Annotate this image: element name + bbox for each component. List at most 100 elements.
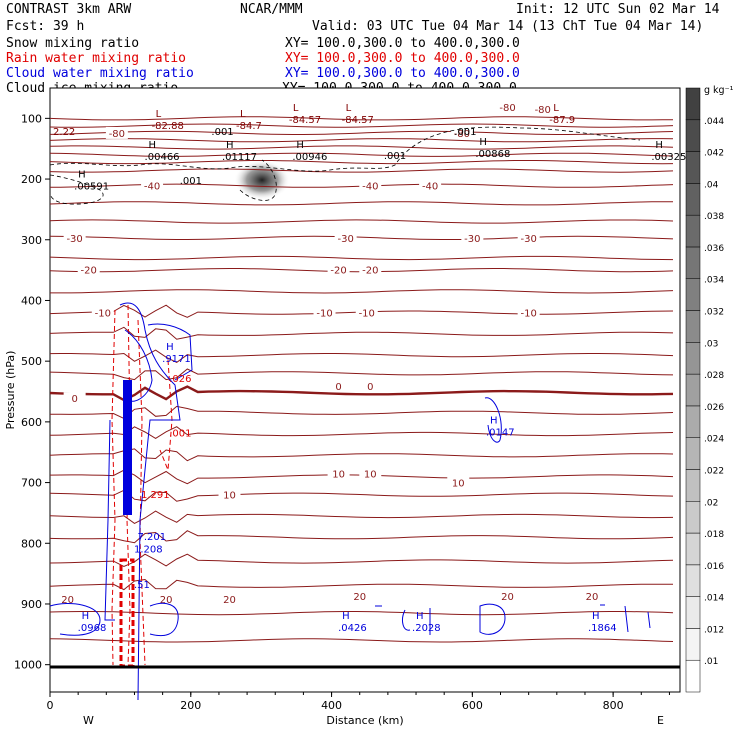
isotherm-line	[49, 130, 674, 135]
extremum-value: .001	[169, 429, 191, 440]
isotherm-line	[49, 553, 674, 568]
colorbar-label: .022	[704, 466, 724, 476]
extremum-value: .51	[134, 580, 150, 591]
isotherm-line	[49, 405, 674, 419]
rain-water-core	[119, 558, 135, 668]
isotherm-line	[49, 368, 674, 381]
cloud-water-contour	[104, 419, 115, 621]
isotherm-label: 10	[332, 469, 345, 480]
colorbar-label: .04	[704, 180, 719, 190]
isotherm-label-bg	[581, 590, 604, 603]
cloud-water-contour	[119, 302, 181, 701]
isotherm-label: -10	[95, 309, 111, 320]
extremum-value: .00946	[292, 152, 327, 163]
isotherm-label-bg	[334, 231, 357, 244]
field-cloudwater-xy: XY= 100.0,300.0 to 400.0,300.0	[285, 66, 520, 81]
field-snow-xy: XY= 100.0,300.0 to 400.0,300.0	[285, 36, 520, 51]
extremum-value: .026	[169, 374, 191, 385]
extremum-mark: L	[346, 103, 352, 114]
isotherm-label-bg	[141, 179, 164, 192]
isotherm-label: -20	[330, 266, 346, 277]
isotherm-contours: -80 -80 -80 -80 -40 -40 -40 -30 -30 -30 -30 -20 -20 -…	[49, 100, 674, 643]
plot-area: -80 -80 -80 -80 -40 -40 -40 -30 -30 -30 -30 -20 -20 -…	[49, 87, 686, 701]
header-init: Init: 12 UTC Sun 02 Mar 14	[516, 2, 720, 17]
isotherm-line	[49, 326, 674, 340]
isotherm-line	[49, 578, 674, 591]
extremum-mark: H	[490, 415, 498, 426]
isotherm-label-bg	[218, 488, 241, 501]
isotherm-label: 10	[223, 491, 236, 502]
extremum-mark: H	[149, 140, 157, 151]
extremum-mark: H	[416, 611, 424, 622]
extremum-mark: H	[78, 170, 86, 181]
colorbar-bin	[685, 310, 701, 343]
colorbar-label: .03	[704, 339, 718, 349]
colorbar-label: .034	[704, 276, 724, 286]
colorbar-bin	[685, 183, 701, 216]
isotherm-label-bg	[461, 231, 484, 244]
isotherm-label-bg	[218, 593, 241, 606]
isotherm-label: -30	[464, 234, 480, 245]
x-axis-title: Distance (km)	[326, 714, 403, 727]
x-axis: 0 200 400 600 800	[47, 692, 670, 712]
y-tick-label: 1000	[14, 659, 42, 672]
extremum-value: .00591	[74, 182, 109, 193]
isotherm-line	[49, 145, 674, 150]
x-axis-west-label: W	[83, 714, 94, 727]
colorbar-bin	[685, 532, 701, 566]
isotherm-label: 20	[501, 592, 514, 603]
extremum-mark: L	[240, 109, 246, 120]
isotherm-label-bg	[313, 306, 336, 319]
y-tick-label: 400	[21, 294, 42, 307]
y-axis-title: Pressure (hPa)	[4, 351, 17, 430]
extremum-value: 2.22	[53, 127, 75, 138]
isotherm-label: -20	[362, 266, 378, 277]
y-tick-label: 300	[21, 234, 42, 247]
colorbar-label: .044	[704, 117, 724, 127]
colorbar-bin	[685, 437, 701, 470]
colorbar-bin	[685, 151, 701, 184]
colorbar-bin	[685, 246, 701, 279]
colorbar-bin	[685, 119, 701, 152]
isotherm-label-bg	[155, 593, 178, 606]
colorbar-label: .028	[704, 371, 724, 381]
isotherm-line	[49, 219, 674, 224]
colorbar-label: .036	[704, 244, 724, 254]
cloud-ice-contour	[49, 174, 104, 205]
x-tick-label: 800	[603, 699, 624, 712]
isotherm-label-bg	[359, 263, 382, 276]
isotherm-label: 20	[160, 595, 173, 606]
rain-water-contour	[159, 359, 173, 471]
extremum-value: .2028	[412, 623, 441, 634]
extremum-value: -84.7	[236, 121, 262, 132]
isotherm-label: -30	[66, 234, 82, 245]
colorbar-bin	[685, 342, 701, 375]
colorbar-label: .012	[704, 625, 724, 635]
colorbar-bin	[685, 87, 701, 121]
colorbar-label: .042	[704, 149, 724, 159]
header-center: NCAR/MMM	[240, 2, 303, 17]
y-tick-label: 100	[21, 112, 42, 125]
isotherm-label-bg	[531, 103, 554, 116]
isotherm-label: -40	[144, 182, 160, 193]
extremum-value: 7.201	[138, 532, 167, 543]
isotherm-line	[49, 385, 674, 402]
field-snow: Snow mixing ratio	[6, 36, 139, 51]
colorbar-label: .02	[704, 498, 718, 508]
x-axis-east-label: E	[657, 714, 664, 727]
extremum-value: .001	[211, 127, 233, 138]
extrema-labels: L-82.88L-84.7L-84.57L-84.57L-87.92.22.00…	[53, 103, 686, 634]
isotherm-line	[49, 138, 674, 143]
isotherm-line	[49, 510, 674, 524]
colorbar-bin	[685, 628, 701, 661]
isotherm-line	[49, 152, 674, 157]
y-tick-label: 800	[21, 537, 42, 550]
extremum-value: .00325	[651, 152, 686, 163]
colorbar-unit: g kg⁻¹	[704, 85, 734, 96]
extremum-mark: H	[479, 137, 487, 148]
extremum-value: .001	[384, 151, 406, 162]
header-forecast: Fcst: 39 h	[6, 19, 84, 34]
colorbar-bin	[685, 373, 701, 407]
extremum-value: .1864	[588, 623, 617, 634]
isotherm-label-bg	[496, 100, 519, 113]
